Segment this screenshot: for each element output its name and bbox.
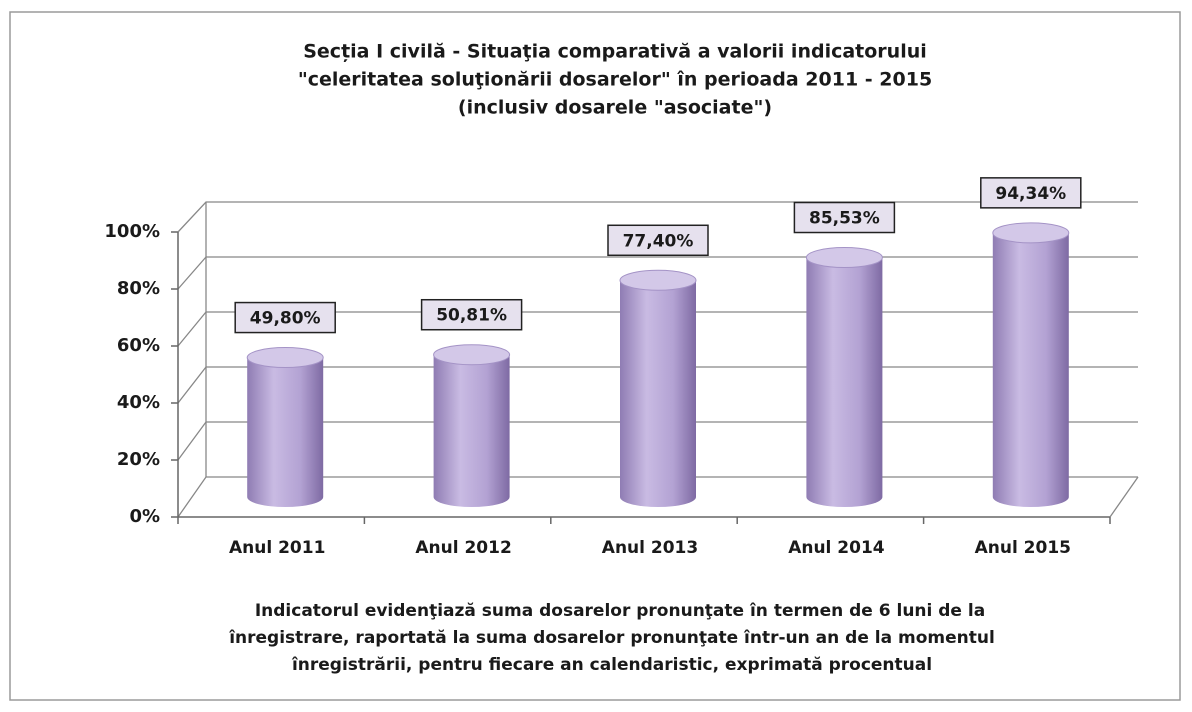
bar xyxy=(433,354,510,507)
y-tick-label: 40% xyxy=(117,392,160,413)
y-tick-label: 80% xyxy=(117,278,160,299)
note: înregistrare, raportată la suma dosarelo… xyxy=(228,628,995,648)
value-label: 50,81% xyxy=(436,306,507,326)
value-label: 94,34% xyxy=(995,184,1066,204)
x-tick-label: Anul 2014 xyxy=(788,538,885,558)
chart-title: (inclusiv dosarele "asociate") xyxy=(458,97,772,119)
value-label: 85,53% xyxy=(809,209,880,229)
y-tick-label: 20% xyxy=(117,449,160,470)
value-label-box xyxy=(607,224,709,257)
x-tick-label: Anul 2011 xyxy=(229,538,325,558)
bar-top xyxy=(805,247,883,269)
chart-title: "celeritatea soluţionării dosarelor" în … xyxy=(298,69,932,91)
bar-top xyxy=(619,269,697,291)
value-label-box xyxy=(793,201,896,234)
value-label-box xyxy=(420,298,523,331)
bar-top xyxy=(246,347,324,369)
frame xyxy=(9,11,1181,701)
x-tick-label: Anul 2012 xyxy=(415,538,511,558)
x-tick-label: Anul 2015 xyxy=(975,538,1071,558)
bar xyxy=(806,257,883,507)
note: înregistrării, pentru fiecare an calenda… xyxy=(291,655,932,675)
value-label: 49,80% xyxy=(250,309,321,329)
bar xyxy=(247,357,324,507)
bar xyxy=(620,280,696,507)
y-tick-label: 100% xyxy=(104,221,160,242)
note: Indicatorul evidenţiază suma dosarelor p… xyxy=(255,601,985,621)
y-tick-label: 60% xyxy=(117,335,160,356)
bar-top xyxy=(433,344,511,366)
value-label-box xyxy=(234,301,336,334)
bar xyxy=(992,232,1069,507)
y-tick-label: 0% xyxy=(129,506,160,527)
x-tick-label: Anul 2013 xyxy=(602,538,698,558)
chart-title: Secția I civilă - Situaţia comparativă a… xyxy=(303,41,927,63)
bar-top xyxy=(992,222,1070,244)
value-label-box xyxy=(980,177,1082,209)
value-label: 77,40% xyxy=(623,231,694,251)
axis xyxy=(1109,476,1139,518)
